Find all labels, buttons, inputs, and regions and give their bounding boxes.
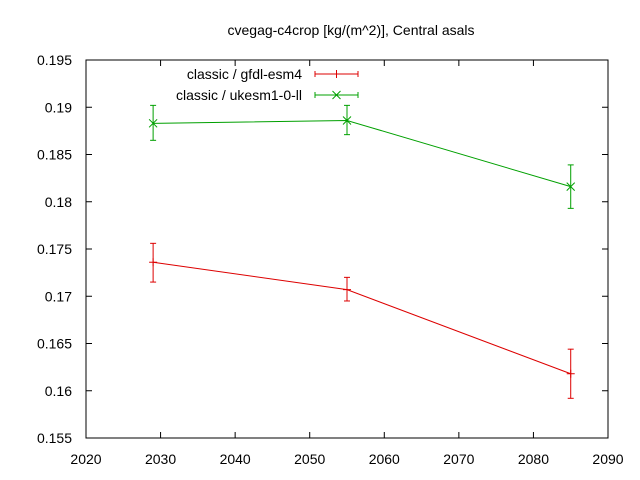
series-2 [148, 104, 576, 209]
legend-label: classic / ukesm1-0-ll [176, 87, 302, 103]
data-point [342, 116, 352, 125]
data-point [148, 118, 158, 128]
data-point [566, 369, 575, 378]
x-tick-label: 2020 [70, 451, 101, 467]
series-1 [149, 242, 575, 399]
y-tick-label: 0.16 [45, 383, 72, 399]
y-tick-label: 0.195 [37, 52, 72, 68]
x-tick-label: 2030 [145, 451, 176, 467]
legend-label: classic / gfdl-esm4 [187, 66, 302, 82]
series-line [153, 119, 571, 188]
series-layer [148, 104, 576, 399]
data-point [566, 182, 576, 191]
x-tick-label: 2070 [443, 451, 474, 467]
x-axis: 2020 2030 2040 2050 2060 2070 2080 2090 [70, 60, 624, 467]
data-point [149, 258, 158, 267]
x-tick-label: 2040 [220, 451, 251, 467]
chart-title: cvegag-c4crop [kg/(m^2)], Central asals [228, 22, 475, 38]
x-tick-label: 2080 [518, 451, 549, 467]
y-tick-label: 0.185 [37, 147, 72, 163]
y-tick-label: 0.165 [37, 336, 72, 352]
series-line [153, 261, 571, 375]
y-tick-label: 0.175 [37, 241, 72, 257]
y-tick-label: 0.17 [45, 288, 72, 304]
legend-item: classic / gfdl-esm4 [187, 66, 359, 82]
data-point [343, 285, 351, 294]
legend-marker [332, 90, 341, 100]
x-tick-label: 2060 [369, 451, 400, 467]
legend-item: classic / ukesm1-0-ll [176, 87, 359, 103]
legend: classic / gfdl-esm4 classic / ukesm1-0-ll [176, 66, 359, 103]
y-axis: 0.155 0.16 0.165 0.17 0.175 0.18 0.185 0.19 0.19… [37, 52, 608, 446]
y-tick-label: 0.19 [45, 99, 72, 115]
y-tick-label: 0.155 [37, 430, 72, 446]
legend-marker [332, 70, 341, 78]
y-tick-label: 0.18 [45, 194, 72, 210]
x-tick-label: 2090 [592, 451, 623, 467]
x-tick-label: 2050 [294, 451, 325, 467]
